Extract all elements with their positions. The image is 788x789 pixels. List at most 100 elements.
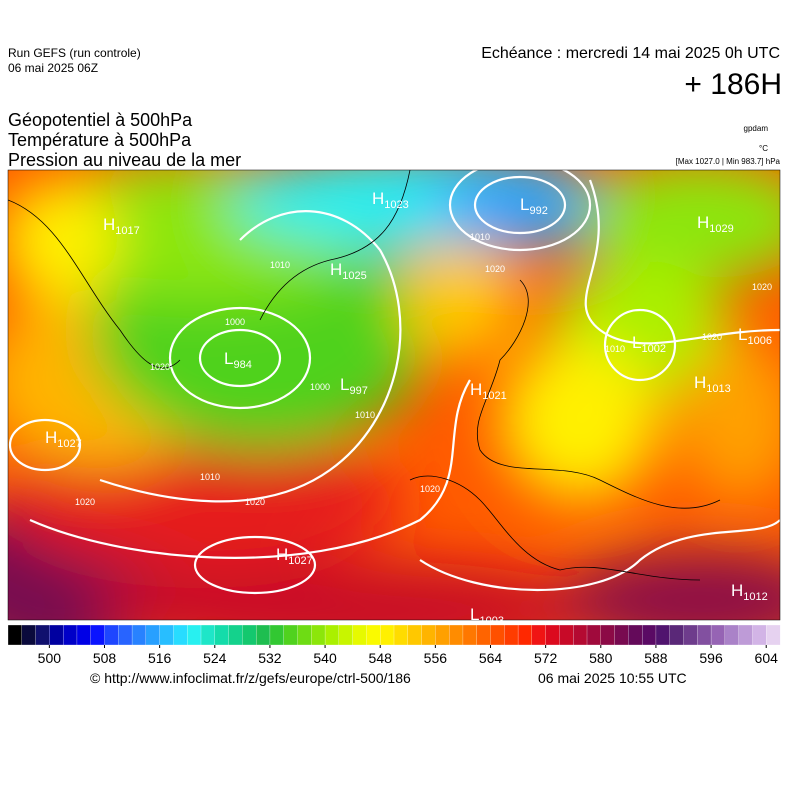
title: Géopotentiel à 500hPa xyxy=(8,110,193,130)
colorbar-swatch xyxy=(407,624,423,646)
colorbar-tick-label: 580 xyxy=(589,650,613,666)
colorbar-swatch xyxy=(641,624,657,646)
pressure-center: L1002 xyxy=(632,333,666,355)
colorbar-swatch xyxy=(586,624,602,646)
colorbar-swatch xyxy=(255,624,271,646)
colorbar-tick-label: 556 xyxy=(424,650,448,666)
colorbar-swatch xyxy=(214,624,230,646)
colorbar-tick-label: 532 xyxy=(258,650,282,666)
isobar-label: 1020 xyxy=(75,497,95,507)
isobar-label: 1020 xyxy=(245,497,265,507)
isobar-label: 1010 xyxy=(200,472,220,482)
colorbar-swatch xyxy=(545,624,560,646)
center-kind: L xyxy=(224,349,233,368)
pressure-center: H1017 xyxy=(103,215,140,237)
isobar-label: 1020 xyxy=(420,484,440,494)
center-pressure: 1013 xyxy=(706,383,730,395)
unit: gpdam xyxy=(743,124,768,133)
center-kind: H xyxy=(103,215,115,234)
center-pressure: 1012 xyxy=(743,591,767,603)
center-kind: H xyxy=(276,545,288,564)
run-date: 06 mai 2025 06Z xyxy=(8,61,99,75)
center-pressure: 1029 xyxy=(709,223,733,235)
colorbar-swatch xyxy=(724,624,740,646)
colorbar-tick-label: 588 xyxy=(644,650,668,666)
colorbar-tick-label: 564 xyxy=(479,650,503,666)
isobar-label: 1010 xyxy=(270,260,290,270)
pressure-center: H1023 xyxy=(372,189,409,211)
isobar-label: 1020 xyxy=(150,362,170,372)
center-pressure: 1003 xyxy=(479,615,503,627)
colorbar-swatch xyxy=(380,624,395,646)
center-kind: H xyxy=(330,260,342,279)
max-min: [Max 1027.0 | Min 983.7] hPa xyxy=(675,157,780,166)
colorbar-swatch xyxy=(145,624,161,646)
isobars xyxy=(8,170,780,595)
colorbar-swatch xyxy=(49,624,64,646)
colorbar-swatch xyxy=(490,624,505,646)
isobar-label: 1010 xyxy=(470,232,490,242)
field xyxy=(8,170,780,620)
colorbar-swatch xyxy=(352,624,367,646)
colorbar-swatch xyxy=(697,624,712,646)
colorbar-swatch xyxy=(35,624,50,646)
generated-date: 06 mai 2025 10:55 UTC xyxy=(538,670,687,686)
unit: °C xyxy=(759,144,768,153)
colorbar-swatch xyxy=(559,624,574,646)
pressure-center: H1013 xyxy=(694,373,731,395)
colorbar-swatch xyxy=(269,624,285,646)
colorbar-swatch xyxy=(311,624,326,646)
center-pressure: 1023 xyxy=(384,199,408,211)
colorbar-swatch xyxy=(297,624,312,646)
isobar-label: 1020 xyxy=(752,282,772,292)
colorbar-swatch xyxy=(131,624,147,646)
colorbar-tick-label: 596 xyxy=(699,650,723,666)
pressure-center: L984 xyxy=(224,349,252,371)
colorbar-swatch xyxy=(118,624,133,646)
colorbar-tick-label: 572 xyxy=(534,650,558,666)
colorbar-swatch xyxy=(669,624,684,646)
center-kind: H xyxy=(694,373,706,392)
colorbar-tick-label: 500 xyxy=(38,650,62,666)
center-kind: L xyxy=(738,325,747,344)
colorbar-swatch xyxy=(614,624,629,646)
colorbar-swatch xyxy=(448,624,464,646)
colorbar-swatch xyxy=(752,624,767,646)
colorbar-swatch xyxy=(200,624,216,646)
colorbar-tick-label: 516 xyxy=(148,650,172,666)
center-kind: L xyxy=(632,333,641,352)
colorbar-swatch xyxy=(393,624,409,646)
colorbar-swatch xyxy=(738,624,753,646)
colorbar-swatch xyxy=(187,624,202,646)
echeance: Echéance : mercredi 14 mai 2025 0h UTC xyxy=(481,45,780,62)
lead-time: + 186H xyxy=(684,68,782,101)
colorbar-swatch xyxy=(628,624,643,646)
colorbar-swatch xyxy=(338,624,354,646)
colorbar-swatch xyxy=(435,624,450,646)
pressure-center: L1003 xyxy=(470,605,504,627)
colorbar-swatch xyxy=(476,624,491,646)
colorbar-tick-label: 604 xyxy=(755,650,779,666)
center-pressure: 1017 xyxy=(115,225,139,237)
center-pressure: 1002 xyxy=(641,343,665,355)
isobar-label: 1000 xyxy=(225,317,245,327)
center-kind: H xyxy=(731,581,743,600)
center-pressure: 1006 xyxy=(747,335,771,347)
pressure-center: L992 xyxy=(520,195,548,217)
colorbar-swatch xyxy=(517,624,533,646)
center-pressure: 1025 xyxy=(342,270,366,282)
colorbar-swatch xyxy=(76,624,92,646)
colorbar-tick-label: 508 xyxy=(93,650,117,666)
colorbar-swatch xyxy=(159,624,174,646)
colorbar-swatch xyxy=(7,624,23,646)
colorbar-swatch xyxy=(242,624,257,646)
pressure-center: H1012 xyxy=(731,581,768,603)
colorbar-swatch xyxy=(600,624,616,646)
colorbar-swatch xyxy=(766,624,781,646)
center-pressure: 1021 xyxy=(482,390,506,402)
center-kind: H xyxy=(697,213,709,232)
center-kind: L xyxy=(520,195,529,214)
colorbar-swatch xyxy=(173,624,188,646)
center-kind: L xyxy=(340,375,349,394)
